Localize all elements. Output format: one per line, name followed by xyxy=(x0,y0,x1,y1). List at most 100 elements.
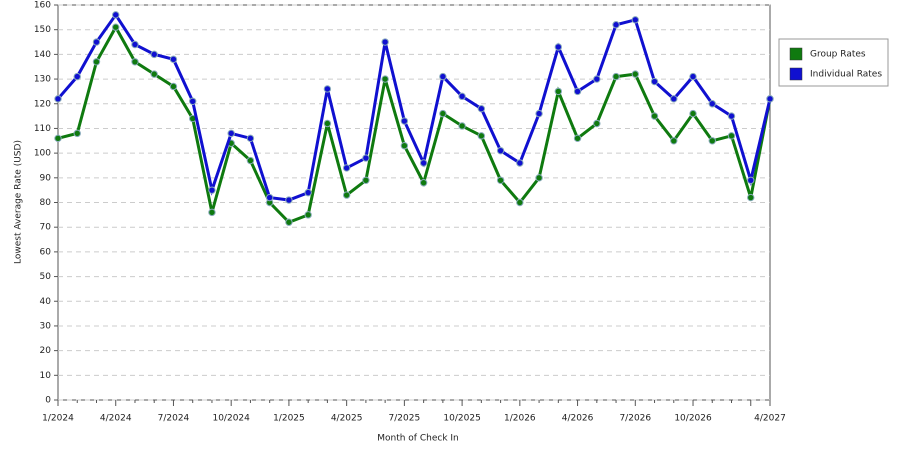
y-tick-label: 60 xyxy=(40,247,52,257)
x-tick-label: 7/2024 xyxy=(158,414,190,424)
point xyxy=(246,156,255,165)
point xyxy=(554,87,563,96)
point xyxy=(535,109,543,118)
x-tick-label: 4/2026 xyxy=(562,414,594,424)
point xyxy=(400,117,409,125)
point xyxy=(516,159,524,167)
x-tick-label: 7/2025 xyxy=(389,414,421,424)
point xyxy=(112,23,120,31)
y-tick-label: 160 xyxy=(34,1,51,11)
legend-label: Individual Rates xyxy=(810,70,882,80)
y-tick-label: 130 xyxy=(34,75,51,85)
legend-swatch xyxy=(789,67,803,81)
point xyxy=(689,72,697,81)
point xyxy=(304,188,312,197)
point xyxy=(593,75,601,83)
point xyxy=(419,179,428,187)
point xyxy=(670,137,678,145)
point xyxy=(131,40,139,49)
point xyxy=(304,211,312,219)
y-tick-label: 120 xyxy=(34,99,51,109)
x-tick-label: 4/2025 xyxy=(331,414,363,424)
x-tick-label: 1/2026 xyxy=(504,414,536,424)
point xyxy=(342,191,351,199)
point xyxy=(112,11,120,19)
legend-swatch xyxy=(789,47,803,61)
y-tick-label: 110 xyxy=(34,124,51,134)
point xyxy=(516,198,524,207)
point xyxy=(246,134,255,143)
point xyxy=(362,176,370,184)
point xyxy=(650,112,659,120)
point xyxy=(92,38,101,46)
point xyxy=(150,70,158,78)
series-line xyxy=(56,12,772,202)
point xyxy=(208,208,216,217)
point xyxy=(189,97,197,105)
series-line xyxy=(57,24,772,225)
y-tick-label: 70 xyxy=(40,223,52,233)
point xyxy=(400,142,409,150)
point xyxy=(54,95,62,103)
x-tick-label: 4/2024 xyxy=(100,414,132,424)
point xyxy=(131,58,139,66)
point xyxy=(169,82,178,91)
x-axis-title: Month of Check In xyxy=(377,434,459,444)
y-tick-label: 140 xyxy=(34,50,51,60)
point xyxy=(342,164,351,172)
point xyxy=(727,132,736,140)
point xyxy=(323,119,332,128)
x-tick-label: 10/2025 xyxy=(443,414,480,424)
point xyxy=(362,154,370,162)
point xyxy=(766,95,774,103)
y-tick-label: 150 xyxy=(34,25,51,35)
point xyxy=(631,16,639,24)
point xyxy=(439,109,447,118)
point xyxy=(631,70,639,78)
point xyxy=(747,193,755,202)
y-tick-label: 0 xyxy=(45,396,51,406)
x-tick-label: 7/2026 xyxy=(619,414,651,424)
point xyxy=(54,134,62,143)
x-tick-label: 10/2026 xyxy=(674,414,712,424)
point xyxy=(169,55,178,64)
point xyxy=(612,72,620,81)
point xyxy=(458,122,466,130)
y-axis-title: Lowest Average Rate (USD) xyxy=(14,140,24,264)
y-tick-label: 20 xyxy=(40,346,52,356)
point xyxy=(227,129,235,138)
point xyxy=(689,109,697,118)
point xyxy=(285,196,293,204)
y-tick-label: 100 xyxy=(34,149,51,159)
point xyxy=(285,218,293,226)
point xyxy=(593,119,601,128)
point xyxy=(73,129,81,138)
y-tick-label: 10 xyxy=(40,371,52,381)
point xyxy=(208,186,216,194)
point xyxy=(573,134,582,143)
point xyxy=(612,21,620,29)
x-tick-label: 4/2027 xyxy=(754,414,786,424)
point xyxy=(573,87,582,96)
point xyxy=(323,85,332,93)
x-tick-label: 1/2025 xyxy=(273,414,305,424)
point xyxy=(458,92,466,101)
point xyxy=(747,176,755,184)
y-tick-label: 80 xyxy=(40,198,52,208)
legend-label: Group Rates xyxy=(810,50,866,60)
point xyxy=(381,38,389,46)
point xyxy=(670,95,678,103)
y-tick-label: 40 xyxy=(40,297,52,307)
point xyxy=(650,77,659,86)
point xyxy=(73,72,81,81)
point xyxy=(477,104,486,113)
point xyxy=(265,193,274,202)
point xyxy=(496,176,505,184)
point xyxy=(381,75,389,83)
point xyxy=(554,43,563,51)
point xyxy=(150,50,158,59)
point xyxy=(727,112,736,120)
point xyxy=(535,174,543,182)
